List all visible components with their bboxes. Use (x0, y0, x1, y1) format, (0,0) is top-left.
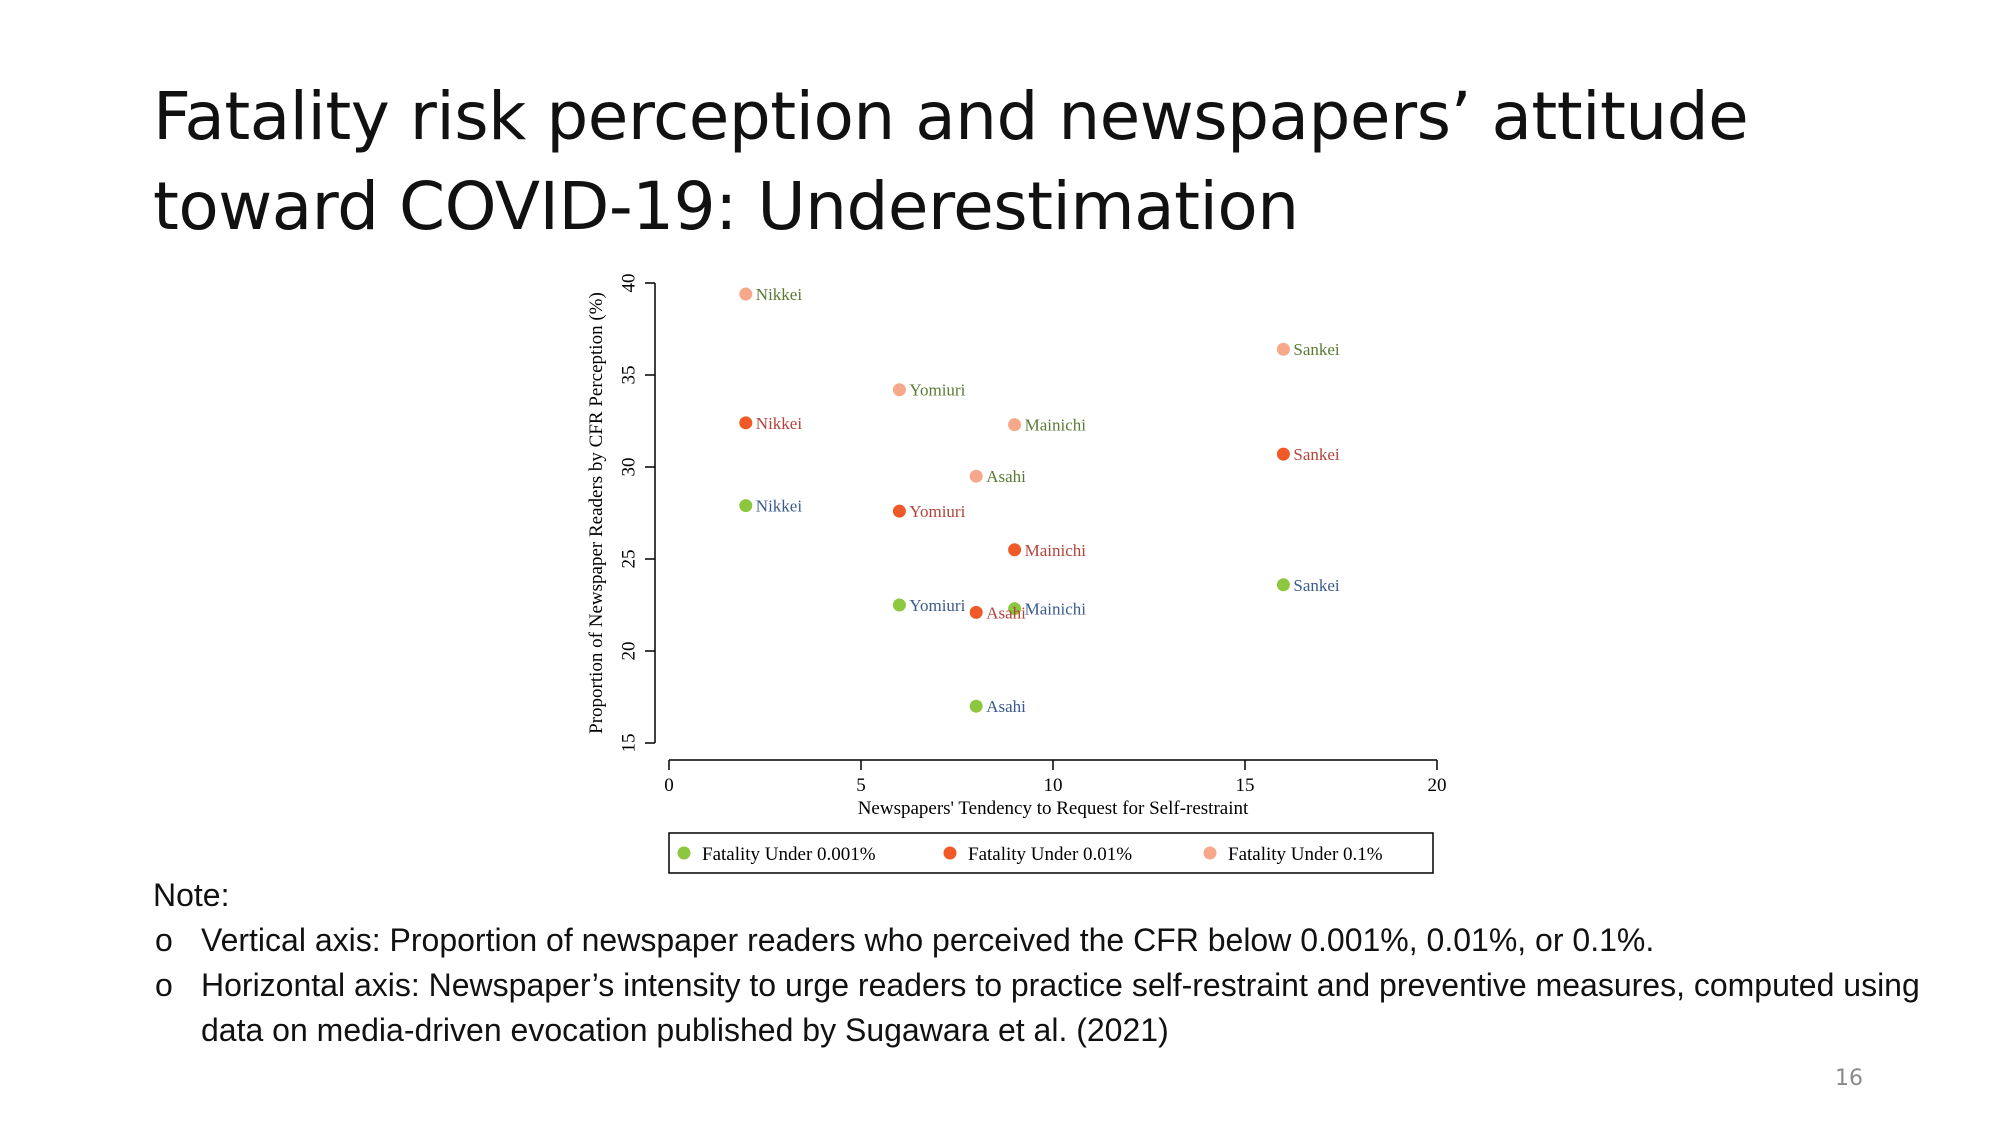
data-point-nikkei (739, 287, 753, 301)
data-label-asahi: Asahi (986, 467, 1026, 486)
slide-title: Fatality risk perception and newspapers’… (153, 72, 1853, 252)
data-point-sankei (1276, 342, 1290, 356)
data-label-sankei: Sankei (1293, 576, 1340, 595)
x-tick-label: 15 (1236, 775, 1255, 796)
legend-item-label: Fatality Under 0.01% (968, 844, 1132, 865)
data-point-mainichi (1008, 602, 1022, 616)
notes-heading: Note: (153, 877, 230, 913)
bullet-icon: o (155, 967, 173, 1003)
legend-marker (943, 846, 957, 860)
note-text: Horizontal axis: Newspaper’s intensity t… (201, 967, 1920, 1048)
data-label-nikkei: Nikkei (756, 414, 803, 433)
data-point-asahi (969, 605, 983, 619)
data-label-mainichi: Mainichi (1025, 541, 1087, 560)
y-tick-label: 40 (618, 274, 639, 293)
notes-section: Note: o Vertical axis: Proportion of new… (153, 873, 1983, 1053)
data-point-mainichi (1008, 543, 1022, 557)
data-label-asahi: Asahi (986, 603, 1026, 622)
data-label-nikkei: Nikkei (756, 285, 803, 304)
data-label-yomiuri: Yomiuri (909, 381, 965, 400)
data-point-yomiuri (892, 504, 906, 518)
slide-title-line-1: Fatality risk perception and newspapers’… (153, 78, 1749, 155)
x-tick-label: 10 (1044, 775, 1063, 796)
y-tick-label: 35 (618, 366, 639, 385)
legend-item-label: Fatality Under 0.001% (702, 844, 876, 865)
data-point-sankei (1276, 447, 1290, 461)
data-label-yomiuri: Yomiuri (909, 502, 965, 521)
data-point-sankei (1276, 578, 1290, 592)
legend-marker (1203, 846, 1217, 860)
data-label-sankei: Sankei (1293, 445, 1340, 464)
legend-marker (677, 846, 691, 860)
note-text: Vertical axis: Proportion of newspaper r… (201, 922, 1655, 958)
data-label-mainichi: Mainichi (1025, 416, 1087, 435)
x-tick-label: 0 (664, 775, 674, 796)
legend-box (668, 832, 1434, 874)
x-tick-label: 20 (1428, 775, 1447, 796)
x-tick-label: 5 (856, 775, 866, 796)
data-point-mainichi (1008, 418, 1022, 432)
note-item-vertical-axis: o Vertical axis: Proportion of newspaper… (153, 918, 1983, 963)
page-number: 16 (1835, 1066, 1863, 1091)
y-tick-label: 20 (618, 642, 639, 661)
y-tick-label: 30 (618, 458, 639, 477)
x-axis-label: Newspapers' Tendency to Request for Self… (858, 798, 1249, 819)
slide-title-line-2: toward COVID-19: Underestimation (153, 168, 1299, 245)
data-point-yomiuri (892, 598, 906, 612)
y-axis-label: Proportion of Newspaper Readers by CFR P… (586, 292, 607, 734)
bullet-icon: o (155, 922, 173, 958)
y-tick-label: 15 (618, 734, 639, 753)
legend-item-label: Fatality Under 0.1% (1228, 844, 1383, 865)
data-point-asahi (969, 699, 983, 713)
data-label-asahi: Asahi (986, 697, 1026, 716)
data-point-yomiuri (892, 383, 906, 397)
note-item-horizontal-axis: o Horizontal axis: Newspaper’s intensity… (153, 963, 1983, 1053)
data-label-mainichi: Mainichi (1025, 600, 1087, 619)
y-tick-label: 25 (618, 550, 639, 569)
data-label-nikkei: Nikkei (756, 497, 803, 516)
data-point-nikkei (739, 416, 753, 430)
data-point-nikkei (739, 499, 753, 513)
data-point-asahi (969, 469, 983, 483)
data-label-sankei: Sankei (1293, 340, 1340, 359)
data-label-yomiuri: Yomiuri (909, 596, 965, 615)
